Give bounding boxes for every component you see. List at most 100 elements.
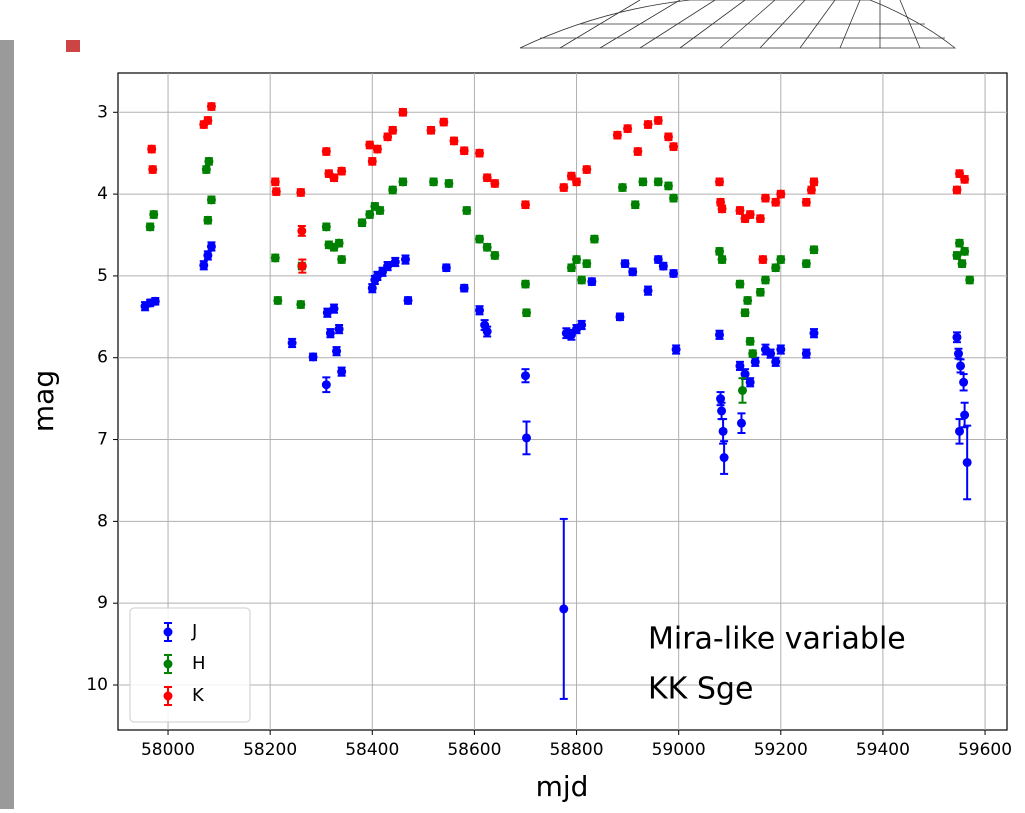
data-point — [955, 426, 965, 436]
data-point — [718, 426, 728, 436]
data-point — [745, 210, 755, 220]
data-point — [206, 102, 216, 112]
data-point — [308, 352, 318, 362]
data-point — [273, 295, 283, 305]
data-point — [719, 453, 729, 463]
data-point — [149, 210, 159, 220]
background-sphere — [519, 0, 957, 49]
x-tick-label: 59200 — [754, 740, 808, 760]
axes: 58000 58200 58400 58600 58800 59000 59200 59400… — [86, 102, 1012, 760]
data-marks — [140, 102, 975, 700]
data-point — [758, 255, 768, 265]
data-point — [771, 197, 781, 207]
data-point — [735, 279, 745, 289]
data-point — [745, 336, 755, 346]
data-point — [952, 332, 962, 342]
y-tick-label: 3 — [97, 102, 108, 122]
data-point — [760, 193, 770, 203]
x-tick-label: 59400 — [856, 740, 910, 760]
x-tick-label: 58400 — [345, 740, 399, 760]
background-strip — [0, 40, 14, 809]
data-point — [587, 277, 597, 287]
data-point — [522, 433, 532, 443]
data-point — [633, 147, 643, 157]
data-point — [628, 267, 638, 277]
data-point — [755, 214, 765, 224]
data-point — [475, 234, 485, 244]
data-point — [653, 177, 663, 187]
data-point — [630, 200, 640, 210]
data-point — [482, 173, 492, 183]
annotation: Mira-like variable — [648, 622, 906, 657]
data-point — [287, 338, 297, 348]
data-point — [965, 275, 975, 285]
y-tick-label: 10 — [86, 675, 108, 695]
legend-marker — [163, 659, 173, 669]
data-point — [383, 261, 393, 271]
y-tick-label: 4 — [97, 184, 108, 204]
data-point — [297, 226, 307, 236]
legend-label: H — [192, 653, 206, 674]
data-point — [148, 165, 158, 175]
data-point — [766, 349, 776, 359]
data-point — [740, 308, 750, 318]
legend: JHK — [129, 607, 251, 723]
data-point — [809, 177, 819, 187]
data-point — [643, 120, 653, 130]
data-point — [663, 181, 673, 191]
data-point — [669, 142, 679, 152]
data-point — [960, 246, 970, 256]
x-tick-label: 58200 — [243, 740, 297, 760]
data-point — [957, 259, 967, 269]
data-point — [748, 349, 758, 359]
data-point — [334, 238, 344, 248]
data-point — [321, 147, 331, 157]
data-point — [952, 185, 962, 195]
y-tick-label: 6 — [97, 348, 108, 368]
data-point — [617, 183, 627, 193]
data-point — [663, 132, 673, 142]
data-point — [715, 177, 725, 187]
data-point — [955, 238, 965, 248]
data-point — [475, 148, 485, 158]
data-point — [715, 246, 725, 256]
data-point — [559, 183, 569, 193]
data-point — [199, 260, 209, 270]
data-point — [449, 136, 459, 146]
data-point — [735, 361, 745, 371]
data-point — [952, 250, 962, 260]
x-tick-label: 59000 — [652, 740, 706, 760]
x-tick-label: 58800 — [549, 740, 603, 760]
data-point — [638, 177, 648, 187]
legend-label: J — [191, 621, 197, 642]
data-point — [150, 296, 160, 306]
x-tick-label: 58600 — [447, 740, 501, 760]
data-point — [776, 189, 786, 199]
data-point — [203, 115, 213, 125]
data-point — [322, 308, 332, 318]
annotation: KK Sge — [648, 672, 753, 707]
data-point — [337, 255, 347, 265]
data-point — [475, 305, 485, 315]
plot-frame — [117, 72, 1008, 731]
data-point — [745, 377, 755, 387]
data-point — [743, 295, 753, 305]
data-point — [750, 357, 760, 367]
data-point — [520, 200, 530, 210]
data-point — [776, 255, 786, 265]
data-point — [145, 222, 155, 232]
data-point — [390, 257, 400, 267]
data-point — [671, 345, 681, 355]
data-point — [522, 308, 532, 318]
x-tick-label: 59600 — [958, 740, 1012, 760]
data-point — [806, 185, 816, 195]
data-point — [490, 178, 500, 188]
y-tick-label: 9 — [97, 593, 108, 613]
data-point — [801, 197, 811, 207]
data-point — [520, 279, 530, 289]
data-point — [736, 418, 746, 428]
data-point — [582, 259, 592, 269]
data-point — [297, 261, 307, 271]
data-point — [717, 406, 727, 416]
